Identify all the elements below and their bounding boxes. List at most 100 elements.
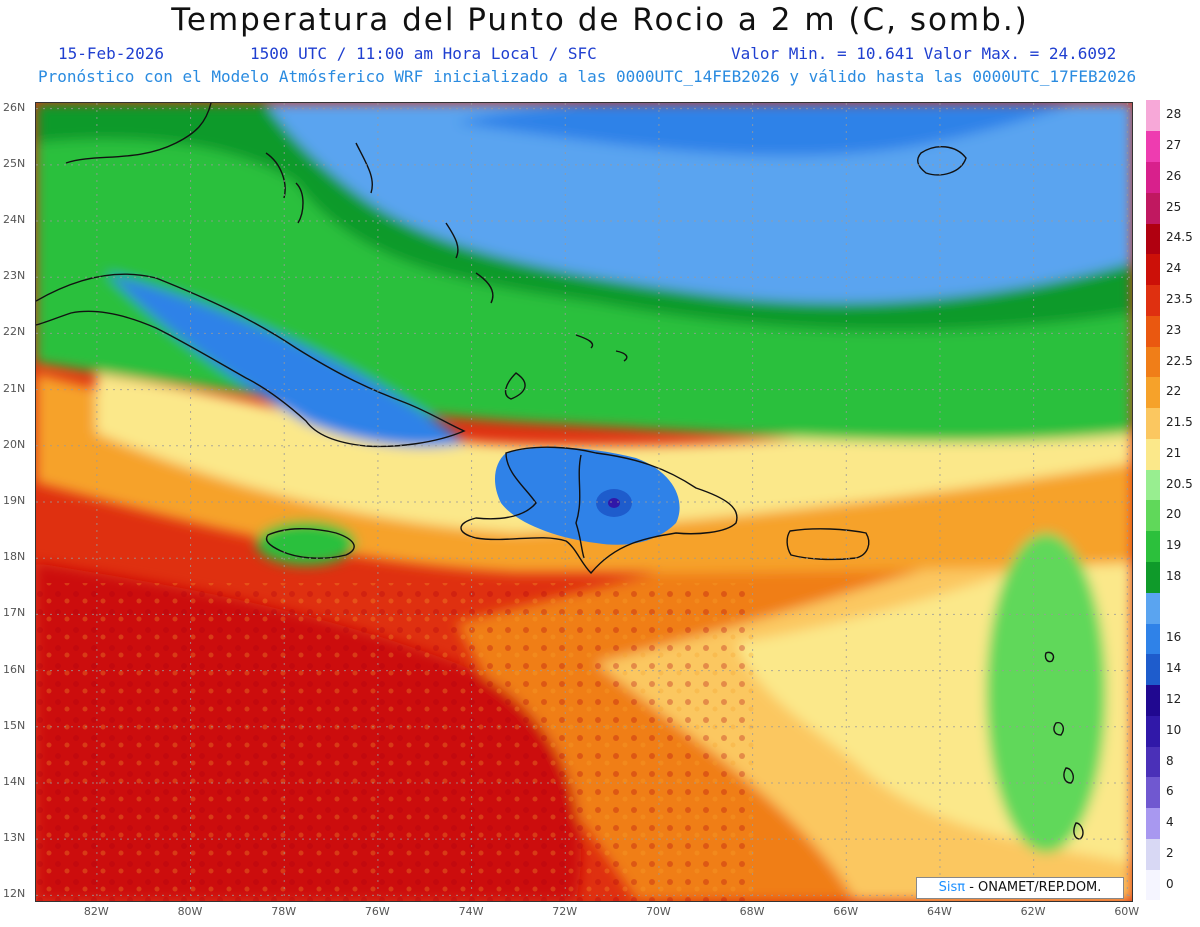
legend-label: 21 — [1166, 445, 1182, 460]
field-blue-hispaniola — [494, 447, 680, 545]
legend-swatch — [1146, 161, 1160, 193]
lon-tick-label: 82W — [83, 905, 109, 918]
field-yellow-band — [96, 373, 1132, 533]
dewpoint-map — [36, 103, 1132, 901]
legend-label: 27 — [1166, 138, 1182, 153]
legend-swatch — [1146, 253, 1160, 286]
legend-swatch — [1146, 284, 1160, 316]
lat-tick-label: 19N — [3, 494, 26, 507]
legend-label: 14 — [1166, 661, 1182, 676]
field-blue-atlantic — [266, 103, 1132, 303]
legend-swatch — [1146, 407, 1160, 439]
legend-label: 2 — [1166, 845, 1174, 860]
legend-swatch — [1146, 623, 1160, 655]
lon-tick-label: 70W — [645, 905, 671, 918]
lat-tick-label: 14N — [3, 774, 26, 788]
coast-andros — [917, 146, 967, 176]
forecast-model-info: Pronóstico con el Modelo Atmósferico WRF… — [38, 67, 1137, 86]
coast-jamaica — [265, 528, 355, 559]
field-midblue-atlantic — [456, 103, 1076, 156]
lat-tick-label: 23N — [3, 269, 26, 283]
lat-tick-label: 25N — [3, 156, 26, 170]
legend-swatch — [1146, 346, 1160, 378]
legend-label: 22.5 — [1166, 353, 1193, 368]
legend-swatch — [1146, 746, 1160, 778]
lat-tick-label: 18N — [3, 550, 26, 564]
legend-label: 18 — [1166, 568, 1182, 583]
legend-label: 8 — [1166, 753, 1174, 768]
credit-text: - ONAMET/REP.DOM. — [965, 880, 1102, 895]
color-legend — [1146, 100, 1160, 901]
coast-florida — [65, 103, 212, 164]
legend-swatch — [1146, 192, 1160, 224]
field-blue-cuba — [106, 273, 466, 447]
legend-label: 21.5 — [1166, 415, 1193, 430]
credit-box: Sisπ - ONAMET/REP.DOM. — [916, 877, 1124, 899]
forecast-date: 15-Feb-2026 — [58, 44, 164, 63]
legend-swatch — [1146, 469, 1160, 501]
field-indigo-hispaniola — [608, 498, 620, 508]
legend-label: 24 — [1166, 261, 1182, 276]
min-max-values: Valor Min. = 10.641 Valor Max. = 24.6092 — [731, 44, 1117, 63]
legend-swatch — [1146, 592, 1160, 624]
legend-label: 10 — [1166, 722, 1182, 737]
lat-tick-label: 20N — [3, 437, 26, 451]
lat-tick-label: 13N — [3, 831, 26, 845]
legend-label: 24.5 — [1166, 230, 1193, 245]
coast-turks-caicos — [575, 334, 628, 362]
lon-tick-label: 60W — [1114, 905, 1140, 918]
forecast-time: 1500 UTC / 11:00 am Hora Local / SFC — [250, 44, 597, 63]
map-panel — [35, 102, 1133, 902]
legend-label: 19 — [1166, 538, 1182, 553]
lon-tick-label: 76W — [364, 905, 390, 918]
legend-swatch — [1146, 838, 1160, 870]
lon-tick-label: 72W — [552, 905, 578, 918]
legend-swatch — [1146, 530, 1160, 563]
lon-tick-label: 62W — [1020, 905, 1046, 918]
legend-swatch — [1146, 561, 1160, 593]
lon-tick-label: 78W — [271, 905, 297, 918]
field-green-lesser-antilles — [986, 533, 1106, 853]
legend-label: 22 — [1166, 384, 1182, 399]
legend-label: 6 — [1166, 784, 1174, 799]
legend-label: 20.5 — [1166, 476, 1193, 491]
lon-tick-label: 66W — [833, 905, 859, 918]
legend-label: 20 — [1166, 507, 1182, 522]
lon-tick-label: 74W — [458, 905, 484, 918]
legend-swatch — [1146, 376, 1160, 409]
legend-swatch — [1146, 807, 1160, 839]
lat-tick-label: 17N — [3, 606, 26, 620]
legend-swatch — [1146, 715, 1160, 747]
legend-swatch — [1146, 130, 1160, 163]
legend-label: 25 — [1166, 199, 1182, 214]
legend-label: 28 — [1166, 107, 1182, 122]
lat-tick-label: 26N — [3, 100, 26, 114]
legend-swatch — [1146, 315, 1160, 347]
coast-lesser-antilles — [1044, 651, 1103, 898]
lat-tick-label: 24N — [3, 213, 26, 226]
legend-label: 12 — [1166, 692, 1182, 706]
coast-haiti-border — [575, 454, 585, 559]
legend-label: 26 — [1166, 168, 1182, 183]
lat-tick-label: 16N — [3, 662, 26, 676]
field-green-jamaica — [256, 521, 356, 565]
lat-tick-label: 15N — [3, 718, 26, 732]
legend-label: 23 — [1166, 322, 1182, 337]
legend-label: 0 — [1166, 876, 1174, 891]
field-speckle-texture — [36, 583, 756, 901]
legend-swatch — [1146, 653, 1160, 686]
legend-label: 16 — [1166, 630, 1182, 645]
lat-tick-label: 12N — [3, 887, 26, 901]
legend-label: 23.5 — [1166, 292, 1193, 306]
coast-bahamas — [265, 142, 526, 400]
legend-swatch — [1146, 100, 1160, 132]
legend-label: 4 — [1166, 815, 1174, 830]
legend-swatch — [1146, 684, 1160, 716]
credit-brand: Sisπ — [938, 880, 966, 895]
legend-swatch — [1146, 223, 1160, 255]
legend-swatch — [1146, 500, 1160, 532]
chart-title: Temperatura del Punto de Rocio a 2 m (C,… — [171, 2, 1029, 38]
lon-tick-label: 80W — [177, 905, 203, 918]
legend-swatch — [1146, 438, 1160, 470]
lat-tick-label: 22N — [3, 325, 26, 339]
